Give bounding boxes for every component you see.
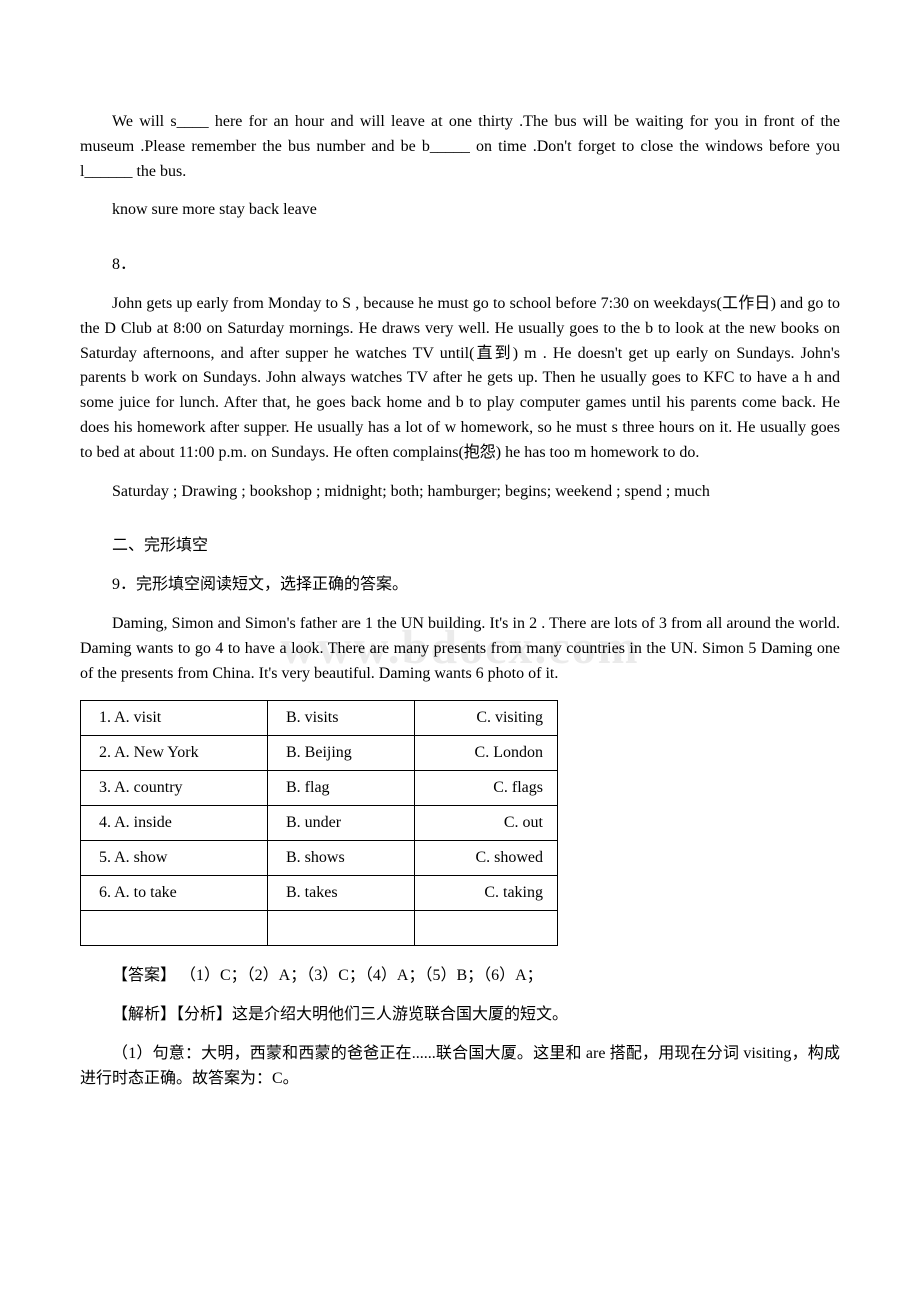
option-cell: B. Beijing [268,736,415,771]
exercise8-paragraph: John gets up early from Monday to S , be… [80,292,840,466]
table-row: 1. A. visit B. visits C. visiting [81,701,558,736]
option-cell: C. flags [415,771,558,806]
exercise7-answers: know sure more stay back leave [80,198,840,223]
option-cell [415,911,558,946]
option-cell: 5. A. show [81,841,268,876]
option-cell: B. flag [268,771,415,806]
option-cell: B. shows [268,841,415,876]
option-cell: C. taking [415,876,558,911]
table-row: 5. A. show B. shows C. showed [81,841,558,876]
option-cell: C. London [415,736,558,771]
answer-line: 【答案】 （1）C；（2）A；（3）C；（4）A；（5）B；（6）A； [80,964,840,989]
option-cell: 3. A. country [81,771,268,806]
section2-heading: 二、完形填空 [80,534,840,559]
exercise8-answers: Saturday ; Drawing ; bookshop ; midnight… [80,480,840,505]
table-row: 3. A. country B. flag C. flags [81,771,558,806]
option-cell: 4. A. inside [81,806,268,841]
option-cell: B. takes [268,876,415,911]
exercise8-number: 8． [80,253,840,278]
option-cell: B. visits [268,701,415,736]
question9-intro: 9．完形填空阅读短文，选择正确的答案。 [80,573,840,598]
option-cell: 2. A. New York [81,736,268,771]
table-row: 2. A. New York B. Beijing C. London [81,736,558,771]
option-cell: C. out [415,806,558,841]
table-row: 6. A. to take B. takes C. taking [81,876,558,911]
option-cell: C. visiting [415,701,558,736]
option-cell: 6. A. to take [81,876,268,911]
table-row-empty [81,911,558,946]
option-cell: B. under [268,806,415,841]
option-cell [268,911,415,946]
question9-passage: Daming, Simon and Simon's father are 1 t… [80,612,840,686]
exercise7-paragraph: We will s____ here for an hour and will … [80,110,840,184]
option-cell: 1. A. visit [81,701,268,736]
option-cell [81,911,268,946]
analysis-item-1: （1）句意：大明，西蒙和西蒙的爸爸正在......联合国大厦。这里和 are 搭… [80,1042,840,1092]
analysis-heading: 【解析】【分析】这是介绍大明他们三人游览联合国大厦的短文。 [80,1003,840,1028]
table-row: 4. A. inside B. under C. out [81,806,558,841]
options-table: 1. A. visit B. visits C. visiting 2. A. … [80,700,558,946]
option-cell: C. showed [415,841,558,876]
